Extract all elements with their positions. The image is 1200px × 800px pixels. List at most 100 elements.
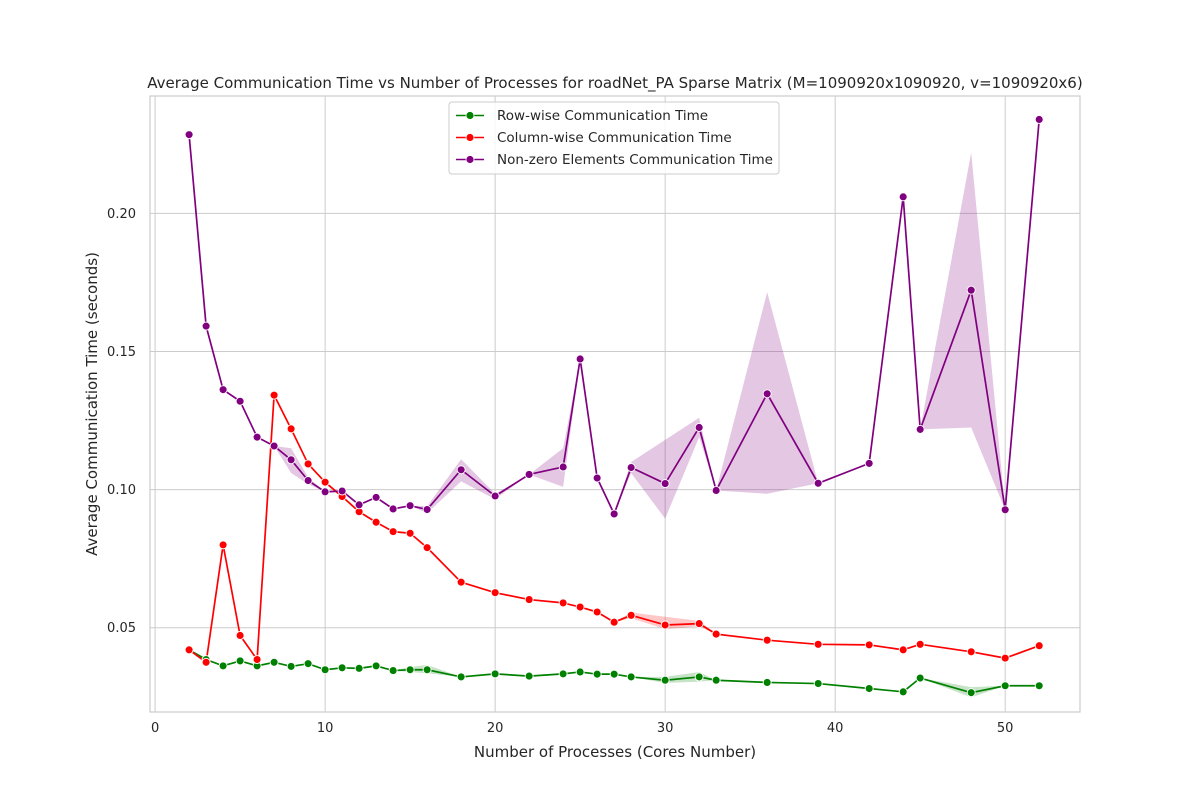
series-2-point xyxy=(252,432,262,442)
legend-marker-row-wise xyxy=(465,111,475,120)
series-2-point xyxy=(286,455,296,465)
series-1-point xyxy=(286,424,296,434)
series-1-point xyxy=(524,595,534,605)
series-2-point xyxy=(915,424,925,434)
series-1-point xyxy=(966,647,976,657)
series-2-point xyxy=(864,458,874,468)
y-axis-label: Average Communication Time (seconds) xyxy=(83,252,101,556)
series-0-point xyxy=(490,669,500,679)
series-2-point xyxy=(660,479,670,489)
series-1-point xyxy=(864,640,874,650)
series-0-point xyxy=(626,672,636,682)
y-axis-ticks: 0.05 0.10 0.15 0.20 xyxy=(107,207,136,636)
series-2-point xyxy=(575,354,585,364)
series-0-point xyxy=(898,687,908,697)
y-tick-label: 0.15 xyxy=(107,345,136,360)
x-tick-label: 30 xyxy=(657,721,674,736)
series-0-point xyxy=(286,661,296,671)
legend-marker-column-wise xyxy=(465,133,475,142)
series-0-point xyxy=(371,661,381,671)
series-0-line xyxy=(188,649,1040,694)
series-2-point xyxy=(405,501,415,511)
series-0-point xyxy=(762,677,772,687)
series-1-point xyxy=(269,390,279,400)
series-2-confidence-band xyxy=(920,152,1006,510)
x-tick-label: 50 xyxy=(997,721,1014,736)
series-1-point xyxy=(660,620,670,630)
series-2-point xyxy=(354,500,364,510)
series-0-point xyxy=(1034,681,1044,691)
series-2-point xyxy=(762,389,772,399)
series-2-point xyxy=(456,465,466,475)
series-0-confidence-band xyxy=(920,678,1006,698)
series-0-point xyxy=(303,659,313,669)
y-tick-label: 0.10 xyxy=(107,483,136,498)
legend-label-non-zero: Non-zero Elements Communication Time xyxy=(497,152,773,168)
series-2-point xyxy=(1000,505,1010,515)
series-0-point xyxy=(813,679,823,688)
series-1-point xyxy=(320,477,330,487)
series-0-point xyxy=(609,669,619,679)
series-2-confidence-band xyxy=(410,459,530,514)
series-0-point xyxy=(269,657,279,667)
plot-frame xyxy=(149,95,1081,713)
series-0-point xyxy=(1000,681,1010,691)
legend-entry-column-wise: Column-wise Communication Time xyxy=(456,130,732,146)
series-1-point xyxy=(813,639,823,649)
y-tick-label: 0.05 xyxy=(107,621,136,636)
series-markers xyxy=(184,115,1044,698)
series-0-point xyxy=(354,663,364,673)
chart-title: Average Communication Time vs Number of … xyxy=(147,74,1082,93)
x-tick-label: 0 xyxy=(151,721,159,736)
series-2-point xyxy=(694,423,704,432)
series-lines xyxy=(188,119,1041,694)
series-2-point xyxy=(626,463,636,472)
legend-box xyxy=(448,101,780,175)
series-1-point xyxy=(388,527,398,537)
legend-label-column-wise: Column-wise Communication Time xyxy=(497,130,732,146)
series-2-point xyxy=(711,486,721,495)
series-0-point xyxy=(864,684,874,693)
series-2-point xyxy=(235,396,245,406)
series-2-point xyxy=(422,505,432,514)
x-tick-label: 10 xyxy=(317,721,334,736)
series-1-point xyxy=(694,619,704,629)
x-axis-label: Number of Processes (Cores Number) xyxy=(474,743,756,761)
series-0-point xyxy=(422,665,432,675)
series-1-point xyxy=(898,645,908,655)
series-1-point xyxy=(1034,641,1044,651)
y-tick-label: 0.20 xyxy=(107,207,136,222)
series-0-point xyxy=(966,688,976,698)
series-0-point xyxy=(694,672,704,682)
series-0-point xyxy=(456,672,466,682)
series-0-point xyxy=(337,663,347,673)
series-2-point xyxy=(898,192,908,202)
series-1-point xyxy=(558,598,568,608)
series-0-point xyxy=(660,675,670,685)
series-2-point xyxy=(269,441,279,451)
series-2-point xyxy=(524,469,534,479)
series-0-point xyxy=(711,675,721,685)
series-1-point xyxy=(405,528,415,538)
series-2-point xyxy=(388,504,398,514)
series-0-point xyxy=(405,665,415,675)
x-tick-label: 40 xyxy=(827,721,844,736)
legend: Row-wise Communication Time Column-wise … xyxy=(448,101,780,175)
series-0-point xyxy=(388,666,398,676)
grid xyxy=(150,96,1080,712)
series-1-point xyxy=(371,517,381,527)
series-2-point xyxy=(201,321,211,331)
series-1-point xyxy=(575,602,585,612)
series-1-line xyxy=(188,394,1040,664)
series-0-point xyxy=(575,667,585,677)
series-2-point xyxy=(218,385,228,395)
series-0-confidence-band xyxy=(631,671,717,683)
series-2-point xyxy=(609,509,619,519)
series-1-point xyxy=(252,655,262,664)
series-2-point xyxy=(490,491,500,501)
series-0-point xyxy=(320,665,330,675)
series-2-point xyxy=(558,462,568,472)
series-1-point xyxy=(609,617,619,627)
series-0-point xyxy=(558,669,568,679)
